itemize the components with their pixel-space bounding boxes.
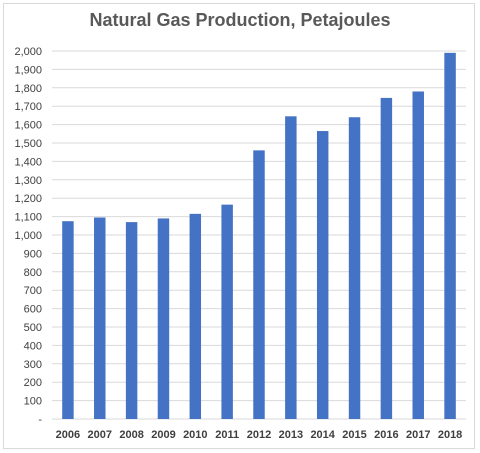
x-tick-label: 2014 bbox=[310, 429, 335, 441]
y-tick-label: 1,300 bbox=[14, 175, 42, 187]
x-tick-label: 2013 bbox=[279, 429, 303, 441]
bar-2017 bbox=[412, 91, 424, 419]
x-tick-label: 2007 bbox=[88, 429, 112, 441]
y-tick-label: 1,000 bbox=[14, 230, 42, 242]
bar-2012 bbox=[253, 150, 265, 420]
y-tick-label: 900 bbox=[24, 248, 42, 260]
y-tick-label: 400 bbox=[24, 340, 42, 352]
y-tick-label: 600 bbox=[24, 304, 42, 316]
x-tick-label: 2006 bbox=[56, 429, 80, 441]
x-tick-label: 2008 bbox=[119, 429, 143, 441]
bars bbox=[62, 52, 456, 420]
bar-2007 bbox=[94, 217, 106, 419]
bar-2014 bbox=[316, 131, 329, 420]
y-tick-label: 800 bbox=[24, 267, 42, 279]
y-tick-label: 1,800 bbox=[14, 83, 42, 95]
y-tick-label: 1,500 bbox=[14, 138, 42, 150]
bar-2011 bbox=[221, 204, 233, 419]
x-tick-label: 2015 bbox=[342, 429, 366, 441]
y-tick-label: 1,700 bbox=[14, 101, 42, 113]
x-tick-label: 2010 bbox=[183, 429, 207, 441]
y-tick-label: 1,400 bbox=[14, 156, 42, 168]
y-tick-label: 1,900 bbox=[14, 64, 42, 76]
bar-2015 bbox=[348, 117, 361, 420]
x-tick-label: 2009 bbox=[151, 429, 175, 441]
chart-title: Natural Gas Production, Petajoules bbox=[89, 10, 391, 30]
y-axis: - 100 200 300 400 500 600 700 800 900 1,000 1,100 1,… bbox=[14, 46, 42, 426]
x-tick-label: 2011 bbox=[215, 429, 239, 441]
y-tick-label: 300 bbox=[24, 359, 42, 371]
chart-area bbox=[3, 3, 475, 449]
y-tick-label: 500 bbox=[24, 322, 42, 334]
bar-2006 bbox=[62, 221, 74, 419]
bar-2010 bbox=[189, 213, 202, 419]
bar-2008 bbox=[125, 222, 138, 419]
x-tick-label: 2018 bbox=[438, 429, 462, 441]
bar-2018 bbox=[444, 52, 456, 420]
x-tick-label: 2016 bbox=[374, 429, 398, 441]
y-tick-label: 100 bbox=[24, 396, 42, 408]
y-tick-label: 200 bbox=[24, 377, 42, 389]
y-tick-label: 1,600 bbox=[14, 120, 42, 132]
y-tick-label: 2,000 bbox=[14, 46, 42, 58]
y-tick-label: 1,200 bbox=[14, 193, 42, 205]
y-tick-label: - bbox=[38, 414, 42, 426]
bar-2009 bbox=[157, 218, 170, 419]
bar-2016 bbox=[380, 97, 393, 420]
x-axis: 2006 2007 2008 2009 2010 2011 2012 2013 2014 2015… bbox=[56, 429, 463, 441]
y-tick-label: 1,100 bbox=[14, 212, 42, 224]
bar-2013 bbox=[285, 116, 297, 419]
y-tick-label: 700 bbox=[24, 285, 42, 297]
x-tick-label: 2017 bbox=[406, 429, 430, 441]
x-tick-label: 2012 bbox=[247, 429, 271, 441]
